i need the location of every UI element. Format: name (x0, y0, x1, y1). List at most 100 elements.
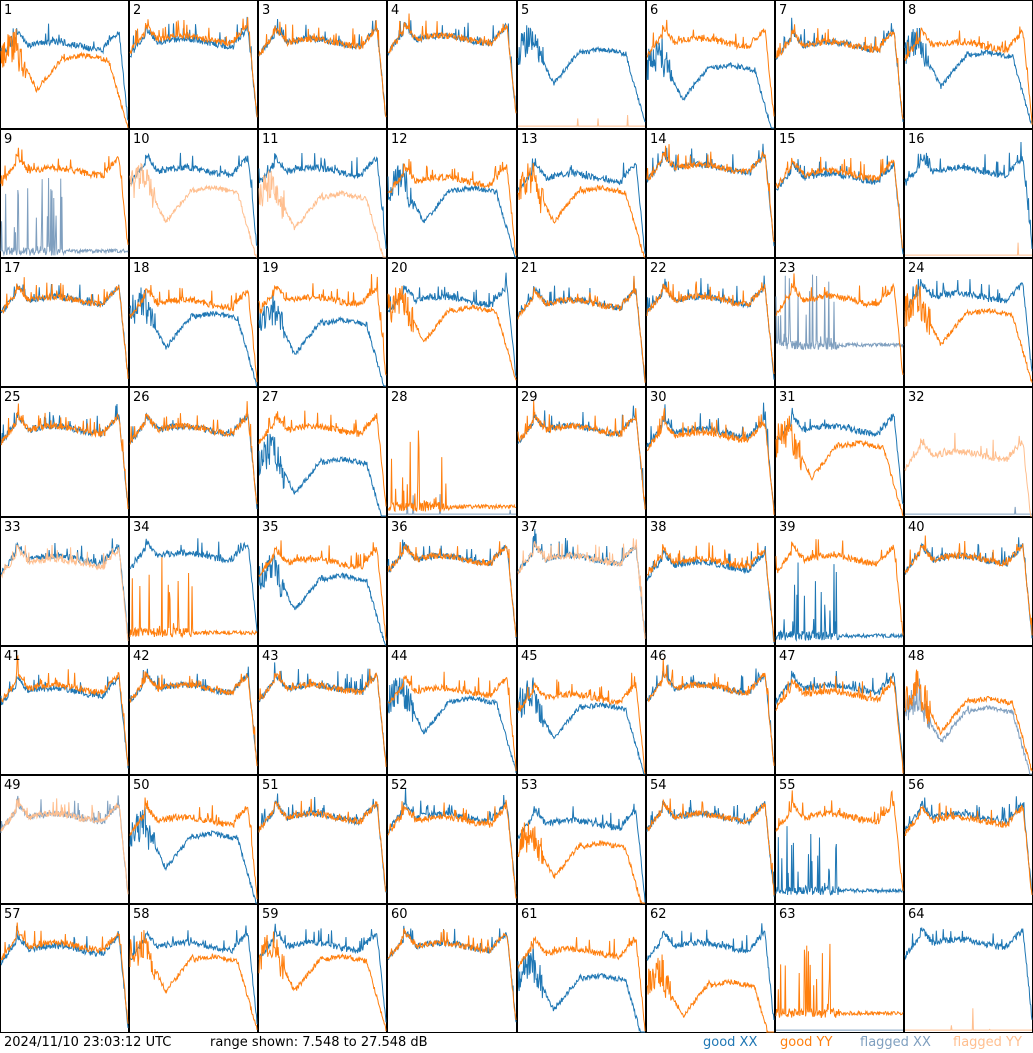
antenna-panel-52: 52 (387, 775, 517, 904)
xx-spectrum-line (904, 27, 1033, 124)
panel-border (646, 387, 775, 517)
antenna-panel-42: 42 (129, 646, 258, 775)
panel-number-label: 42 (133, 649, 150, 664)
yy-spectrum-line (387, 285, 517, 381)
antenna-panel-40: 40 (904, 517, 1033, 646)
panel-border (517, 775, 646, 904)
antenna-panel-51: 51 (258, 775, 387, 904)
panel-border (775, 775, 904, 904)
xx-spectrum-line (905, 506, 1032, 515)
antenna-panel-49: 49 (0, 775, 129, 904)
panel-border (129, 904, 258, 1033)
xx-spectrum-line (0, 178, 129, 257)
yy-spectrum-line (129, 284, 258, 383)
panel-number-label: 13 (521, 132, 538, 147)
antenna-panel-25: 25 (0, 387, 129, 517)
xx-spectrum-line (258, 433, 386, 517)
yy-spectrum-line (517, 162, 645, 258)
yy-spectrum-line (646, 542, 775, 643)
antenna-panel-14: 14 (646, 129, 775, 258)
antenna-panel-4: 4 (387, 0, 517, 129)
yy-spectrum-line (129, 797, 258, 900)
xx-spectrum-line (517, 529, 646, 635)
panel-border (387, 517, 517, 646)
antenna-panel-61: 61 (517, 904, 646, 1033)
yy-spectrum-line (258, 274, 387, 376)
yy-spectrum-line (646, 408, 775, 515)
yy-spectrum-line (0, 654, 129, 766)
yy-spectrum-line (904, 669, 1033, 772)
panel-border (0, 129, 129, 258)
panel-border (258, 775, 387, 904)
antenna-panel-43: 43 (258, 646, 387, 775)
panel-border (387, 0, 517, 129)
panel-border (517, 129, 646, 258)
xx-spectrum-line (387, 677, 517, 773)
xx-spectrum-line (258, 662, 387, 765)
yy-spectrum-line (904, 802, 1033, 896)
xx-spectrum-line (258, 553, 386, 646)
yy-spectrum-line (517, 822, 645, 904)
panel-number-label: 10 (133, 132, 150, 147)
panel-border (904, 775, 1033, 904)
antenna-panel-30: 30 (646, 387, 775, 517)
panel-number-label: 36 (391, 520, 408, 535)
yy-spectrum-line (517, 538, 646, 639)
xx-spectrum-line (258, 793, 387, 893)
panel-number-label: 15 (779, 132, 796, 147)
panel-number-label: 35 (262, 520, 279, 535)
antenna-panel-13: 13 (517, 129, 646, 258)
panel-number-label: 23 (779, 261, 796, 276)
xx-spectrum-line (0, 674, 129, 769)
antenna-panel-63: 63 (775, 904, 904, 1033)
antenna-panel-48: 48 (904, 646, 1033, 775)
antenna-panel-56: 56 (904, 775, 1033, 904)
antenna-panel-6: 6 (646, 0, 775, 129)
xx-spectrum-line (775, 407, 904, 505)
panel-border (775, 387, 904, 517)
panel-border (0, 387, 129, 517)
xx-spectrum-line (646, 545, 775, 644)
panel-number-label: 8 (908, 3, 916, 18)
antenna-panel-41: 41 (0, 646, 129, 775)
antenna-panel-34: 34 (129, 517, 258, 646)
panel-border (646, 646, 775, 775)
panel-number-label: 31 (779, 390, 796, 405)
antenna-panel-21: 21 (517, 258, 646, 387)
antenna-panel-39: 39 (775, 517, 904, 646)
antenna-panel-44: 44 (387, 646, 517, 775)
yy-spectrum-line (387, 430, 517, 513)
panel-border (517, 904, 646, 1033)
panel-border (387, 775, 517, 904)
antenna-panel-35: 35 (258, 517, 387, 646)
yy-spectrum-line (0, 403, 129, 510)
panel-border (646, 129, 775, 258)
xx-spectrum-line (0, 23, 129, 121)
panel-number-label: 52 (391, 778, 408, 793)
panel-number-label: 64 (908, 907, 925, 922)
panel-border (129, 646, 258, 775)
panel-number-label: 55 (779, 778, 796, 793)
yy-spectrum-line (646, 281, 775, 375)
panel-number-label: 19 (262, 261, 279, 276)
panel-border (129, 129, 258, 258)
panel-number-label: 54 (650, 778, 667, 793)
antenna-panel-26: 26 (129, 387, 258, 517)
panel-number-label: 25 (4, 390, 21, 405)
panel-number-label: 47 (779, 649, 796, 664)
panel-number-label: 34 (133, 520, 150, 535)
yy-spectrum-line (387, 671, 517, 772)
xx-spectrum-line (387, 272, 517, 377)
xx-spectrum-line (517, 405, 646, 507)
yy-spectrum-line (517, 400, 646, 510)
panel-number-label: 5 (521, 3, 529, 18)
yy-spectrum-line (258, 798, 387, 892)
panel-number-label: 57 (4, 907, 21, 922)
yy-spectrum-line (129, 17, 258, 118)
xx-spectrum-line (258, 923, 387, 1023)
yy-spectrum-line (646, 19, 775, 117)
panel-border (0, 0, 129, 129)
panel-number-label: 44 (391, 649, 408, 664)
panel-number-label: 33 (4, 520, 21, 535)
panel-border (387, 387, 517, 517)
